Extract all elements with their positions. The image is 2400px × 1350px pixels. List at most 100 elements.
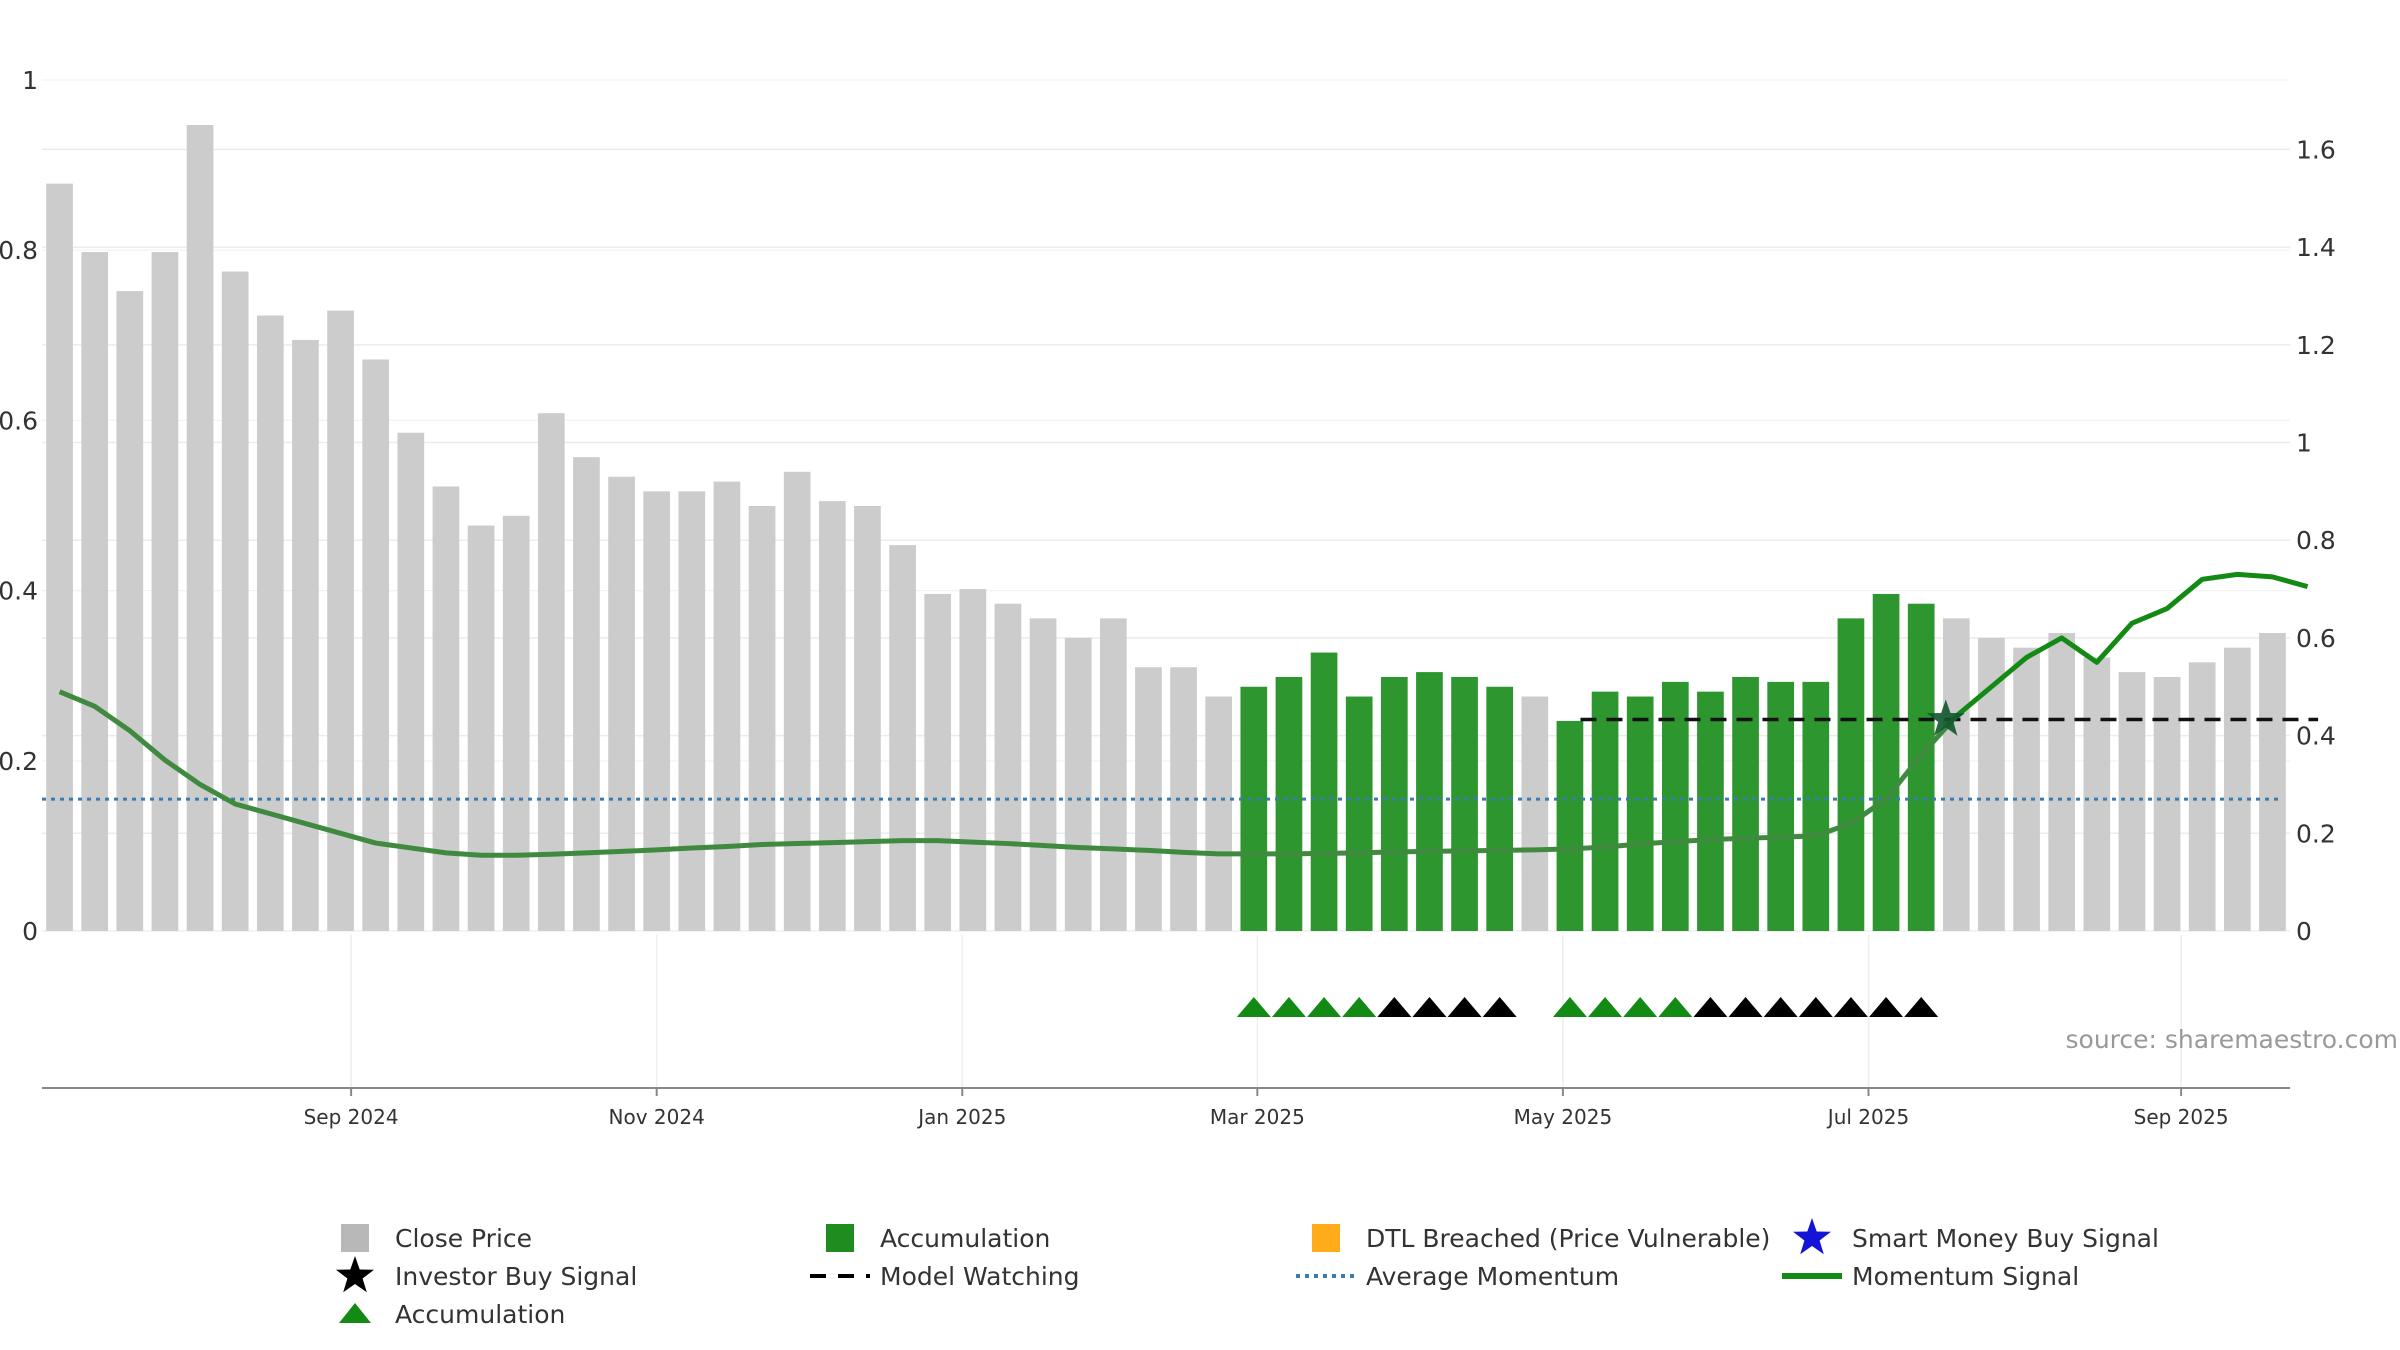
accumulation-triangle [1307,997,1342,1017]
price-bar [608,476,635,931]
accumulation-bar [1697,691,1724,931]
investor-triangle [1377,997,1412,1017]
accumulation-bar [1626,696,1654,931]
price-bar [2048,633,2076,931]
right-tick-label: 1.6 [2296,135,2336,164]
source-label: source: sharemaestro.com [2066,1025,2399,1054]
price-bar [116,291,144,931]
x-tick-label: Sep 2024 [304,1105,399,1129]
momentum-signal-line [1954,571,2309,718]
legend-label: Accumulation [880,1224,1050,1253]
accumulation-triangle [1271,997,1306,1017]
accumulation-bar [1416,672,1443,931]
investor-triangle [1412,997,1447,1017]
left-tick-label: 0.2 [0,747,38,776]
accumulation-bar [1345,696,1373,931]
investor-triangle [1693,997,1728,1017]
investor-triangle [1763,997,1798,1017]
price-bar [467,525,495,931]
legend-marker [1793,1218,1831,1255]
legend-label: Smart Money Buy Signal [1852,1224,2159,1253]
accumulation-bar [1661,681,1689,931]
left-tick-label: 1 [22,66,38,95]
legend-marker [341,1224,369,1252]
price-bar [818,501,846,931]
price-bar [643,491,671,931]
accumulation-bar [1451,676,1478,931]
legend-marker [336,1256,374,1293]
accumulation-bar [1310,652,1338,931]
accumulation-bar [1872,593,1900,931]
accumulation-bar [1380,676,1408,931]
x-tick-label: Jul 2025 [1826,1105,1909,1129]
left-tick-label: 0.8 [0,236,38,265]
price-bar [221,271,249,932]
investor-triangle [1869,997,1904,1017]
price-bar [889,545,916,931]
accumulation-bar [1486,686,1514,931]
investor-triangle [1447,997,1482,1017]
accumulation-triangle [1236,997,1271,1017]
smart-money-buy-star [1926,699,1965,736]
investor-triangle [1904,997,1939,1017]
accumulation-triangle [1623,997,1658,1017]
legend-label: DTL Breached (Price Vulnerable) [1366,1224,1770,1253]
legend-marker [826,1224,854,1252]
right-tick-label: 1 [2296,429,2312,458]
right-tick-label: 0.8 [2296,526,2336,555]
legend-label: Average Momentum [1366,1262,1619,1291]
price-bar [362,359,390,931]
accumulation-bar [1275,676,1303,931]
price-bar [2083,657,2111,931]
x-tick-label: Nov 2024 [609,1105,705,1129]
price-bar [397,432,425,931]
price-bar [1205,696,1233,931]
price-bar [1135,667,1162,931]
price-bar [1099,618,1127,931]
accumulation-bar [1732,676,1759,931]
accumulation-bar [1837,618,1865,931]
price-bar [256,315,284,931]
x-tick-label: Sep 2025 [2134,1105,2229,1129]
price-bar [2013,647,2040,931]
price-bar [502,515,530,931]
right-tick-label: 1.4 [2296,233,2336,262]
price-bar [713,481,741,931]
momentum-signal-line [58,689,1959,858]
price-bar [1029,618,1057,931]
legend: Close Price Accumulation DTL Breached (Pri… [336,1218,2159,1329]
price-bar [2153,676,2181,931]
price-bar [46,183,73,932]
left-tick-label: 0.6 [0,406,38,435]
price-bar [783,471,811,931]
price-bar [432,486,460,931]
price-bar [537,413,565,931]
price-bar [1942,618,1970,931]
accumulation-triangle [1342,997,1377,1017]
accumulation-bar [1240,686,1268,931]
investor-triangle [1482,997,1517,1017]
accumulation-bar [1767,681,1795,931]
price-bar [2259,633,2286,931]
price-bar [186,125,214,931]
signal-markers [1236,699,1965,1017]
accumulation-bar [1591,691,1619,931]
legend-marker [339,1303,371,1323]
axes: Sep 2024 Nov 2024 Jan 2025 Mar 2025 May 2025… [0,66,2336,1129]
price-bar [2223,647,2251,931]
price-bars [46,125,2286,932]
x-tick-label: Jan 2025 [916,1105,1006,1129]
price-bar [573,457,600,931]
accumulation-triangle [1552,997,1587,1017]
price-bar [854,506,881,931]
price-bar [81,252,109,932]
accumulation-triangle [1658,997,1693,1017]
price-bar [959,589,987,931]
price-bar [2118,672,2146,931]
legend-label: Accumulation [395,1300,565,1329]
right-tick-label: 0.2 [2296,819,2336,848]
right-tick-label: 0.6 [2296,624,2336,653]
left-tick-label: 0 [22,917,38,946]
x-tick-label: Mar 2025 [1210,1105,1305,1129]
x-tick-label: May 2025 [1514,1105,1613,1129]
